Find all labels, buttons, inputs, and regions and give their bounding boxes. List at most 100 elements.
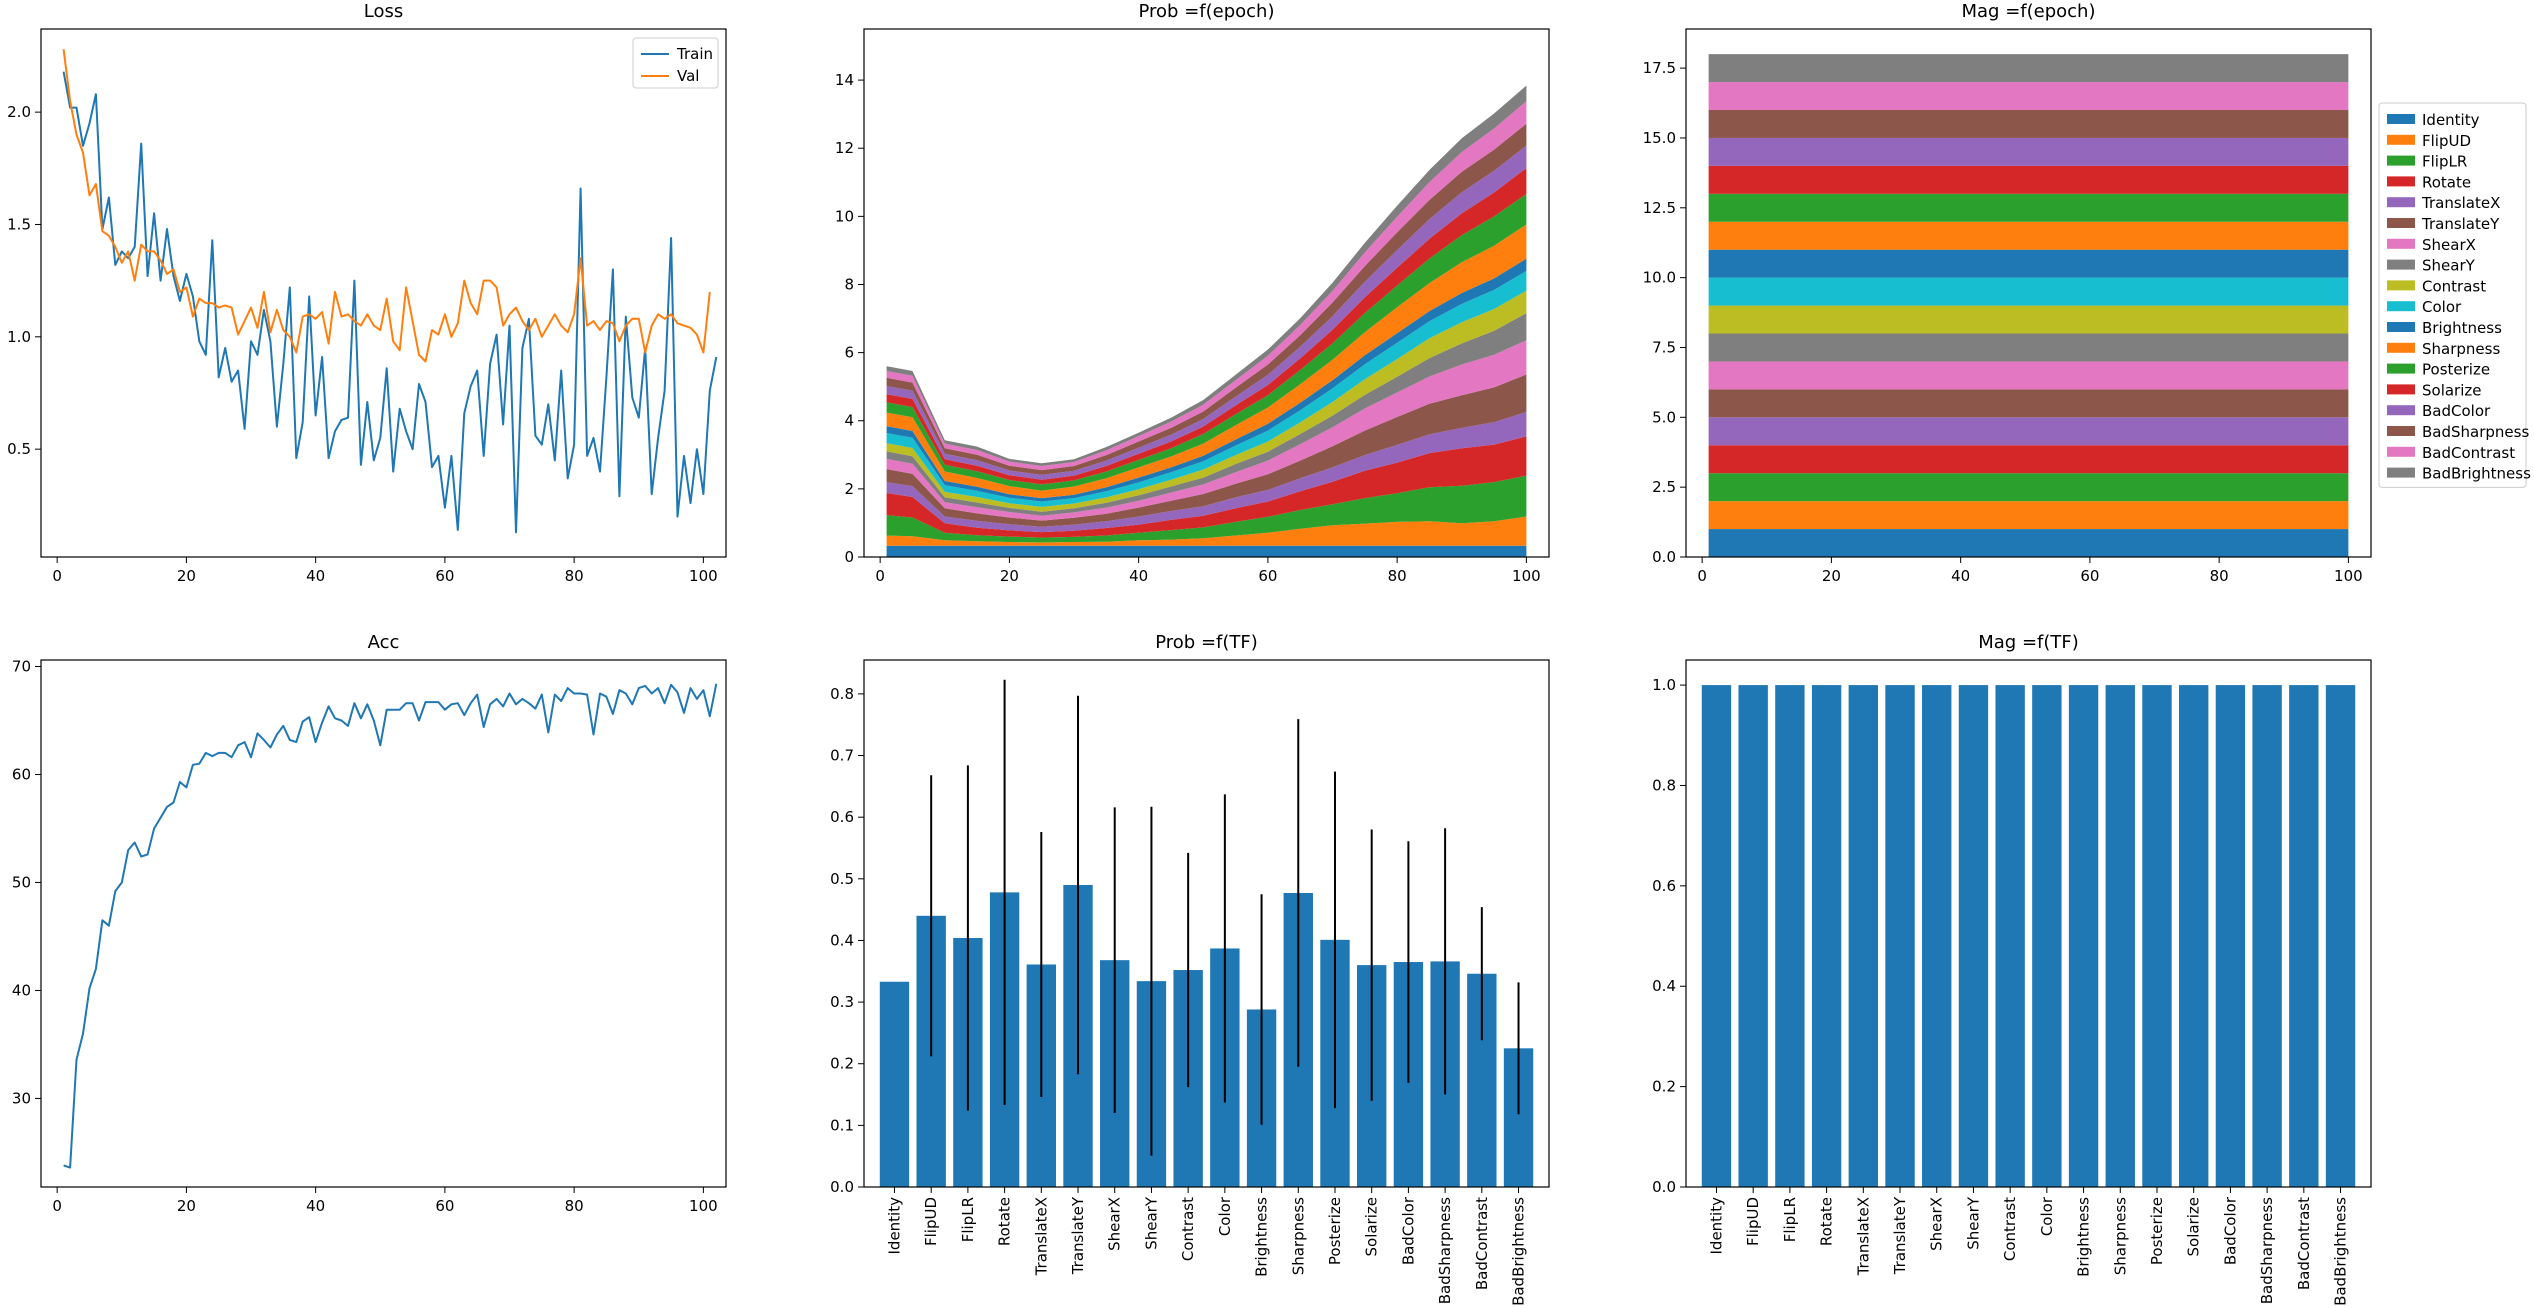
prob-epoch-area-FlipUD	[886, 516, 1527, 546]
prob-tf-ytick-label: 0.1	[830, 1116, 854, 1134]
loss-axes-frame	[40, 28, 727, 558]
mag-epoch-legend-swatch	[2387, 301, 2415, 312]
mag-epoch-band-FlipLR	[1708, 473, 2349, 502]
mag-epoch-legend-swatch	[2387, 134, 2415, 145]
mag-epoch-legend-swatch	[2387, 342, 2415, 353]
mag-tf-bar-FlipLR	[1775, 685, 1805, 1187]
mag-epoch-band-BadContrast	[1708, 82, 2349, 111]
mag-epoch-band-Identity	[1708, 529, 2349, 557]
loss-xtick-label: 20	[177, 567, 196, 585]
mag-epoch-band-TranslateY	[1708, 389, 2349, 418]
mag-tf-xtick-label: BadColor	[2221, 1196, 2239, 1265]
mag-tf-bar-BadColor	[2215, 685, 2246, 1187]
mag-tf-bar-BadContrast	[2289, 685, 2319, 1187]
mag-tf-bar-Rotate	[1811, 685, 1842, 1187]
loss-xtick-label: 60	[435, 567, 454, 585]
loss-ytick-label: 1.5	[7, 215, 31, 233]
prob-tf-xtick-label: Solarize	[1363, 1197, 1381, 1257]
mag-epoch-ytick-label: 10.0	[1643, 269, 1676, 287]
mag-epoch-legend-swatch	[2387, 446, 2415, 457]
mag-epoch-legend-label: Posterize	[2422, 361, 2490, 379]
mag-epoch-legend-swatch	[2387, 467, 2415, 478]
mag-epoch-legend-swatch	[2387, 218, 2415, 228]
mag-tf-bar-TranslateY	[1885, 685, 1915, 1187]
mag-tf-xtick-label: Rotate	[1818, 1197, 1836, 1246]
mag-epoch-band-Contrast	[1708, 305, 2349, 334]
prob-epoch-area-TranslateX	[886, 411, 1527, 533]
prob-tf-title: Prob =f(TF)	[1155, 632, 1258, 653]
acc-ytick-label: 50	[12, 873, 31, 891]
mag-tf-axes-frame	[1685, 659, 2372, 1188]
prob-tf-ytick-label: 0.6	[830, 808, 854, 826]
mag-tf-xtick-label: Contrast	[2001, 1197, 2019, 1261]
prob-tf-ytick-label: 0.2	[830, 1055, 854, 1073]
mag-epoch-legend-label: Contrast	[2422, 277, 2486, 295]
mag-epoch-legend-label: Solarize	[2422, 381, 2482, 399]
acc-xtick-label: 0	[52, 1197, 62, 1215]
mag-tf-ytick-label: 0.0	[1652, 1178, 1676, 1196]
mag-tf-title: Mag =f(TF)	[1978, 632, 2079, 653]
mag-epoch-legend-swatch	[2387, 197, 2415, 208]
mag-epoch-legend-label: TranslateX	[2421, 194, 2500, 212]
prob-tf-xtick-label: Posterize	[1326, 1197, 1344, 1265]
prob-epoch-xtick-label: 0	[875, 567, 885, 585]
mag-tf-ytick-label: 0.2	[1652, 1078, 1676, 1096]
acc-ytick-label: 30	[12, 1089, 31, 1107]
mag-epoch-legend-label: BadSharpness	[2422, 423, 2529, 441]
mag-epoch-band-BadBrightness	[1708, 54, 2349, 83]
prob-epoch-title: Prob =f(epoch)	[1139, 1, 1275, 22]
mag-epoch-legend-swatch	[2387, 363, 2415, 374]
mag-epoch-ytick-label: 15.0	[1643, 129, 1676, 147]
mag-tf-xtick-label: TranslateX	[1854, 1197, 1872, 1276]
loss-legend-label: Val	[677, 67, 699, 85]
prob-tf-xtick-label: BadColor	[1399, 1196, 1417, 1265]
mag-epoch-legend-label: Brightness	[2422, 319, 2502, 337]
loss-ytick-label: 1.0	[7, 328, 31, 346]
mag-epoch-legend-swatch	[2387, 426, 2415, 436]
mag-epoch-legend-swatch	[2387, 155, 2415, 166]
prob-tf-ytick-label: 0.8	[830, 685, 854, 703]
mag-epoch-legend-swatch	[2387, 238, 2415, 249]
mag-epoch-band-FlipUD	[1708, 501, 2349, 530]
prob-epoch-area-Identity	[886, 545, 1527, 557]
loss-ytick-label: 2.0	[7, 103, 31, 121]
mag-epoch-band-Sharpness	[1708, 221, 2349, 250]
loss-chart: 0 20 40 60 80 100 0.5 1.0 1.5 2.0 Loss Train Val	[7, 1, 727, 585]
acc-axes-frame	[40, 659, 727, 1188]
prob-epoch-xtick-label: 40	[1129, 567, 1148, 585]
mag-tf-bar-BadBrightness	[2325, 685, 2356, 1187]
mag-epoch-ytick-label: 0.0	[1652, 548, 1676, 566]
mag-tf-bar-FlipUD	[1738, 685, 1768, 1187]
prob-tf-xtick-label: Rotate	[996, 1197, 1014, 1246]
mag-tf-bar-BadSharpness	[2252, 685, 2282, 1187]
prob-tf-xtick-label: Sharpness	[1289, 1197, 1307, 1275]
mag-epoch-band-Solarize	[1708, 165, 2349, 194]
prob-epoch-ytick-label: 12	[835, 139, 854, 157]
loss-xtick-label: 40	[306, 567, 325, 585]
loss-series-line	[62, 71, 718, 534]
mag-epoch-chart: 0 20 40 60 80 100 0.0 2.5 5.0 7.5 10.0 12.5 15.0 17.5…	[1643, 1, 2531, 585]
prob-tf-xtick-label: FlipUD	[922, 1197, 940, 1246]
acc-title: Acc	[368, 632, 400, 653]
mag-epoch-legend-box	[2378, 102, 2527, 488]
mag-epoch-band-ShearY	[1708, 333, 2349, 362]
prob-tf-xtick-label: Brightness	[1253, 1197, 1271, 1277]
mag-tf-xtick-label: Brightness	[2075, 1197, 2093, 1277]
prob-tf-ytick-label: 0.5	[830, 870, 854, 888]
mag-tf-bar-Sharpness	[2105, 685, 2135, 1187]
mag-tf-xtick-label: Posterize	[2148, 1197, 2166, 1265]
mag-epoch-legend-swatch	[2387, 114, 2415, 124]
prob-epoch-area-ShearX	[886, 340, 1527, 521]
mag-epoch-legend-label: ShearY	[2422, 257, 2476, 275]
mag-tf-xtick-label: Color	[2038, 1196, 2056, 1236]
mag-tf-bar-Contrast	[1995, 685, 2025, 1187]
mag-epoch-legend-label: BadColor	[2422, 402, 2491, 420]
prob-epoch-ytick-label: 6	[844, 344, 854, 362]
mag-epoch-title: Mag =f(epoch)	[1962, 1, 2096, 22]
acc-ytick-label: 40	[12, 981, 31, 999]
mag-tf-bar-TranslateX	[1848, 685, 1878, 1187]
mag-tf-ytick-label: 1.0	[1652, 676, 1676, 694]
mag-tf-ytick-label: 0.8	[1652, 776, 1676, 794]
prob-tf-xtick-label: BadSharpness	[1436, 1197, 1454, 1304]
prob-tf-chart: Identity FlipUD FlipLR Rotate TranslateX Tran…	[830, 632, 1550, 1306]
